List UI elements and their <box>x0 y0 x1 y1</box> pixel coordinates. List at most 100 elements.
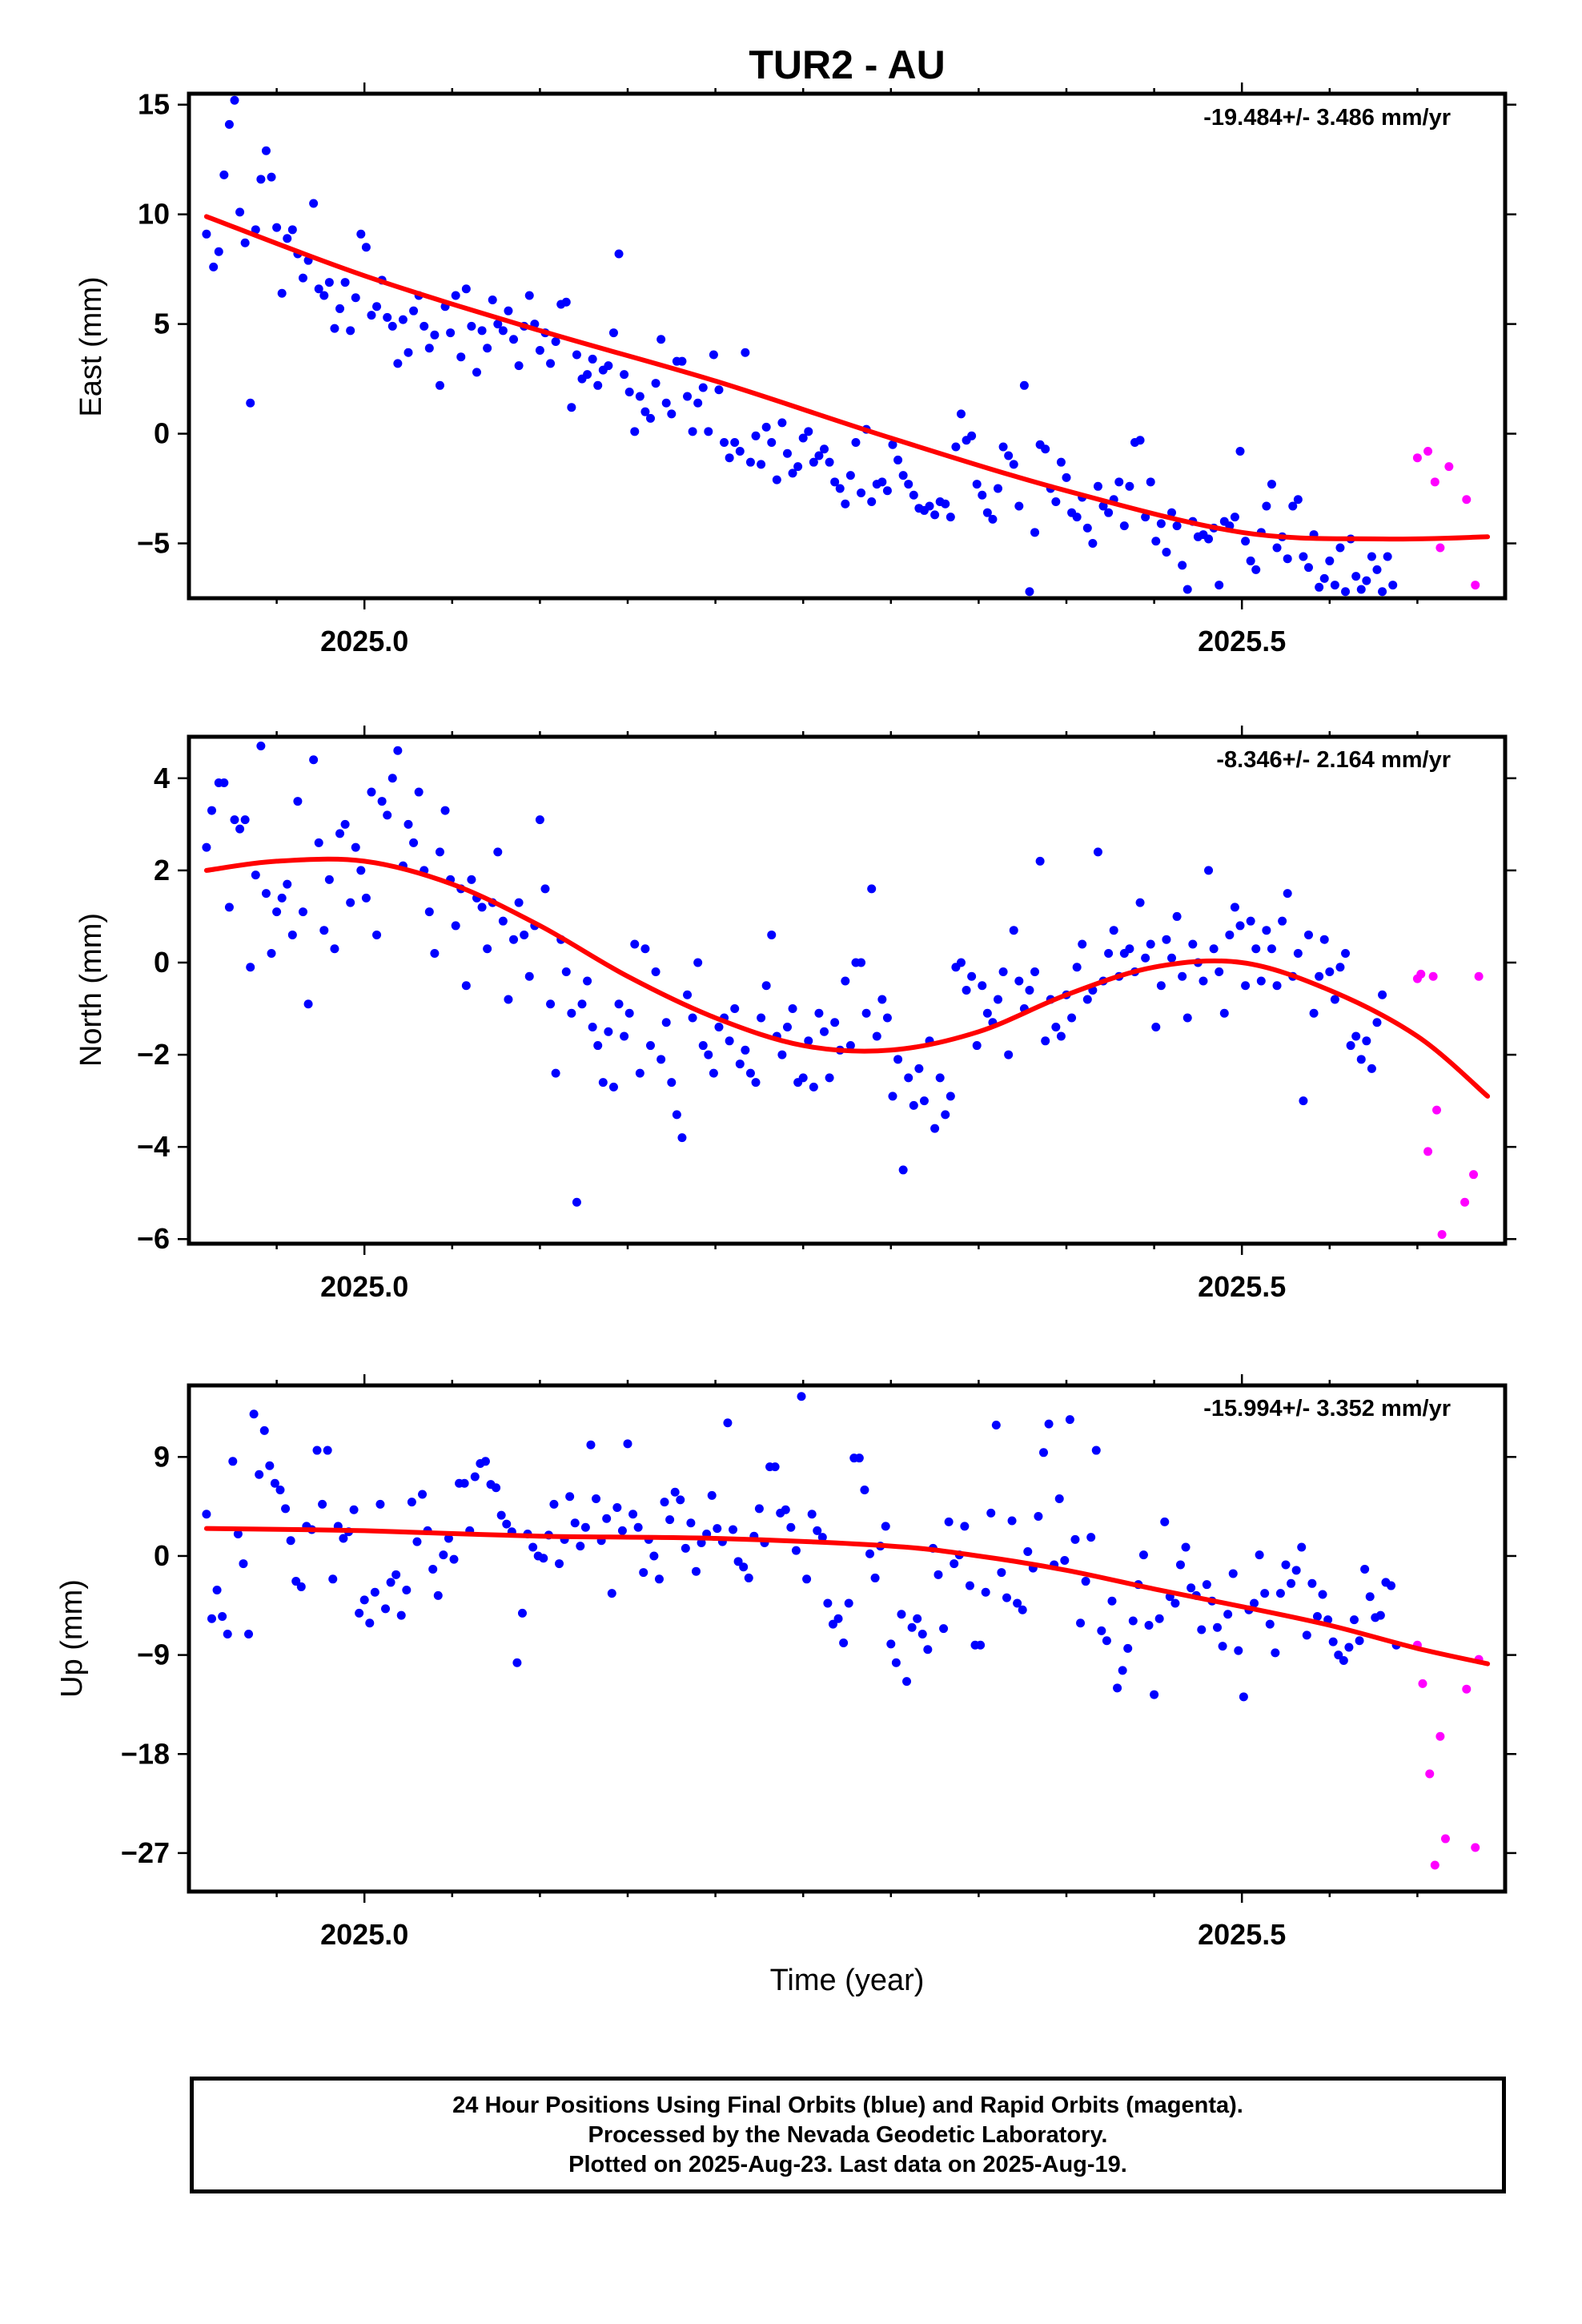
up-final-point <box>480 1457 490 1466</box>
east-final-point <box>246 398 255 408</box>
up-final-point <box>1091 1445 1101 1455</box>
north-final-point <box>351 842 360 852</box>
north-final-point <box>751 1078 761 1088</box>
north-rapid-point <box>1416 969 1426 979</box>
east-final-point <box>772 475 781 485</box>
north-final-point <box>704 1050 713 1059</box>
north-final-point <box>1362 1036 1371 1046</box>
north-final-point <box>477 903 487 912</box>
up-final-point <box>844 1598 853 1608</box>
east-final-point <box>604 361 613 371</box>
north-final-point <box>809 1082 818 1092</box>
east-final-point <box>356 229 366 239</box>
up-final-point <box>744 1573 753 1582</box>
north-final-point <box>1241 981 1251 991</box>
up-final-point <box>1023 1546 1033 1556</box>
east-final-point <box>757 460 766 469</box>
east-final-point <box>1262 501 1271 511</box>
east-final-point <box>998 442 1008 452</box>
up-final-point <box>1150 1690 1159 1699</box>
up-final-point <box>228 1457 238 1466</box>
up-final-point <box>218 1612 227 1622</box>
east-final-point <box>1172 521 1182 531</box>
north-panel: 2025.0 2025.5 −6 −4 −2 0 2 4 -8.346+/- 2.164 mm… <box>74 726 1516 1303</box>
east-final-point <box>314 284 323 294</box>
north-final-point <box>1251 944 1261 954</box>
up-final-point <box>1339 1655 1348 1665</box>
up-final-point <box>870 1573 880 1582</box>
north-final-point <box>1319 935 1329 944</box>
up-final-point <box>586 1440 596 1449</box>
east-final-point <box>1303 563 1313 573</box>
up-final-point <box>817 1533 827 1542</box>
north-final-point <box>882 1013 892 1023</box>
footer-line-3: Plotted on 2025-Aug-23. Last data on 202… <box>568 2151 1127 2177</box>
east-final-point <box>751 431 761 440</box>
north-final-point <box>451 921 460 931</box>
up-final-point <box>854 1454 864 1463</box>
north-final-point <box>235 824 245 834</box>
up-final-point <box>602 1514 612 1523</box>
up-final-point <box>502 1519 512 1529</box>
north-final-point <box>356 866 366 875</box>
east-final-point <box>1293 495 1303 505</box>
east-final-point <box>1041 444 1050 454</box>
east-final-point <box>656 335 666 344</box>
up-final-point <box>902 1677 912 1687</box>
east-final-point <box>1215 581 1224 590</box>
north-y-axis-label: North (mm) <box>74 913 108 1067</box>
north-final-point <box>651 967 661 976</box>
east-rapid-point <box>1435 543 1445 553</box>
up-rapid-point <box>1471 1843 1480 1852</box>
north-final-point <box>672 1110 681 1120</box>
east-rapid-point <box>1462 495 1472 505</box>
east-final-point <box>909 490 918 500</box>
up-final-point <box>639 1568 648 1578</box>
east-final-point <box>1272 543 1282 553</box>
up-final-point <box>1307 1578 1317 1588</box>
up-final-point <box>381 1604 391 1614</box>
east-final-point <box>493 320 503 329</box>
east-final-point <box>1378 587 1387 597</box>
north-final-point <box>467 875 476 884</box>
north-final-point <box>735 1059 745 1069</box>
north-final-point <box>561 967 571 976</box>
east-final-point <box>535 345 544 355</box>
footer-line-1: 24 Hour Positions Using Final Orbits (bl… <box>452 2092 1243 2118</box>
north-final-point <box>688 1013 697 1023</box>
east-final-point <box>893 455 903 464</box>
east-final-point <box>1004 451 1014 460</box>
north-y-tick-label: 4 <box>154 762 170 794</box>
east-final-point <box>1246 556 1255 565</box>
up-final-point <box>1328 1637 1338 1647</box>
up-final-point <box>402 1586 412 1595</box>
east-final-point <box>640 407 650 416</box>
up-final-point <box>1138 1550 1148 1560</box>
up-final-point <box>517 1608 527 1618</box>
up-final-point <box>865 1549 874 1558</box>
north-final-point <box>1372 1018 1382 1027</box>
north-final-point <box>430 948 440 958</box>
north-final-point <box>1325 967 1335 976</box>
north-final-point <box>404 819 413 829</box>
north-final-point <box>798 1073 808 1083</box>
east-final-point <box>451 291 460 300</box>
up-final-point <box>323 1445 332 1455</box>
north-final-point <box>493 847 503 857</box>
north-final-point <box>1303 930 1313 939</box>
up-final-point <box>676 1495 685 1505</box>
up-final-point <box>950 1559 959 1569</box>
east-final-point <box>346 326 355 336</box>
east-final-point <box>235 207 245 217</box>
up-final-point <box>433 1590 443 1600</box>
north-final-point <box>635 1068 644 1078</box>
up-final-point <box>1218 1642 1227 1651</box>
north-final-point <box>1030 967 1040 976</box>
north-final-point <box>546 999 556 1009</box>
north-final-point <box>372 930 382 939</box>
east-final-point <box>1341 587 1351 597</box>
east-final-point <box>483 344 492 353</box>
east-final-point <box>1388 581 1398 590</box>
north-final-point <box>383 810 392 820</box>
up-rate-label: -15.994+/- 3.352 mm/yr <box>1203 1396 1451 1421</box>
